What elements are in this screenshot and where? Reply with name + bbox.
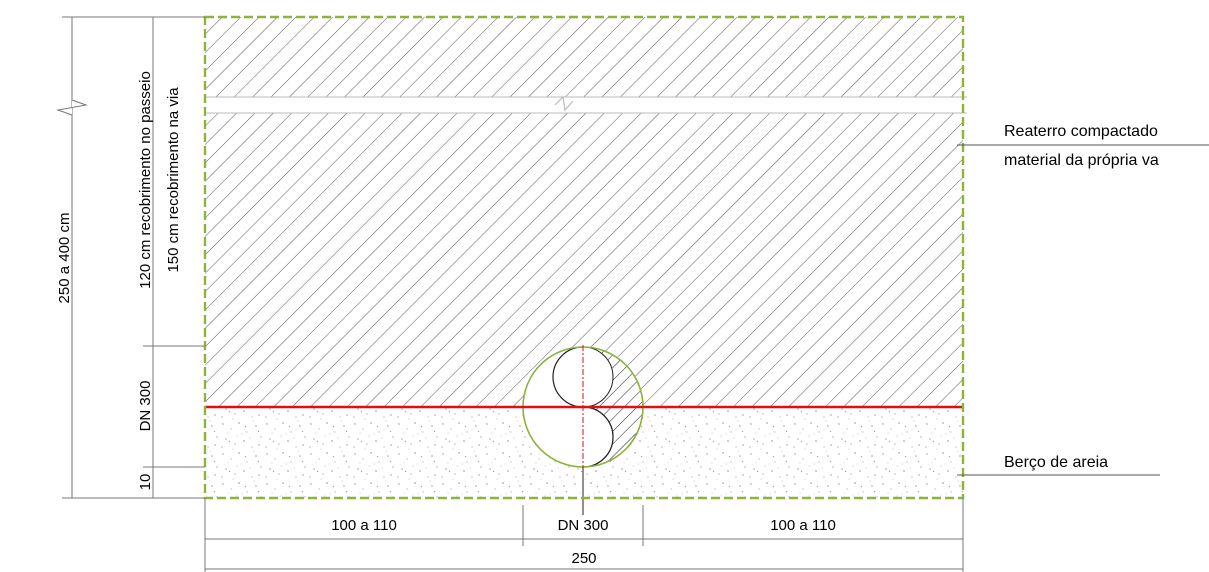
- dim-left-width-label: 100 a 110: [331, 517, 397, 534]
- dim-pipe-dn-vertical-label: DN 300: [137, 381, 154, 432]
- trench-outline: [203, 15, 965, 500]
- dim-right-width-label: 100 a 110: [770, 517, 836, 534]
- dim-total-height-label: 250 a 400 cm: [56, 213, 73, 304]
- callout-bedding-label: Berço de areia: [1004, 454, 1108, 471]
- break-symbol: [554, 95, 574, 112]
- callout-backfill-line2: material da própria va: [1004, 152, 1159, 169]
- backfill-area: [205, 17, 963, 407]
- dim-cover-road-label: 150 cm recobrimento na via: [165, 87, 182, 273]
- dim-bedding-label: 10: [137, 474, 154, 491]
- dim-horizontal-segments: [204, 498, 964, 572]
- dim-total-width-label: 250: [571, 550, 596, 567]
- break-band: [205, 97, 967, 113]
- dim-pipe-width-label: DN 300: [558, 517, 609, 534]
- dim-total-height: [56, 16, 205, 499]
- dim-cover: [143, 17, 205, 498]
- dim-cover-sidewalk-label: 120 cm recobrimento no passeio: [137, 71, 154, 289]
- callout-backfill-line1: Reaterro compactado: [1004, 123, 1158, 140]
